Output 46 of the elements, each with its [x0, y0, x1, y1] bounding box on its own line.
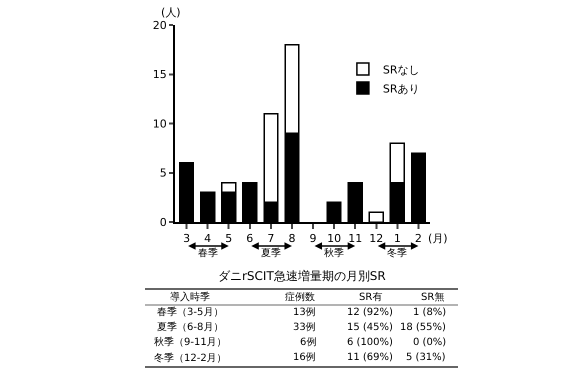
x-tick-label: 11	[348, 232, 362, 246]
text: 冬季	[387, 247, 407, 259]
x-tick-label: 12	[369, 232, 384, 246]
text: ダニrSCIT急速増量期の月別SR	[218, 269, 386, 283]
text: 夏季（6-8月）	[157, 321, 224, 333]
text: 13例	[293, 307, 316, 318]
y-axis-title: (人)	[161, 6, 181, 19]
text: 秋季	[324, 247, 344, 259]
x-tick-label: 9	[310, 232, 317, 246]
text: 1 (8%)	[413, 307, 446, 318]
text: 12 (92%)	[347, 307, 394, 318]
text: 春季	[198, 247, 218, 259]
text: 11 (69%)	[347, 352, 394, 363]
text: 33例	[293, 322, 316, 333]
y-tick-label: 5	[160, 166, 167, 180]
text: 冬季（12-2月）	[154, 352, 227, 364]
y-tick-label: 20	[152, 18, 167, 32]
x-tick-label: 7	[267, 232, 274, 246]
text: 導入時季	[170, 291, 210, 303]
x-tick-label: 10	[327, 232, 342, 246]
legend-label: SRなし	[382, 63, 420, 76]
text: 5 (31%)	[406, 352, 446, 363]
text: 18 (55%)	[400, 322, 446, 333]
text: 秋季（9-11月）	[154, 336, 227, 348]
text: SR無	[421, 291, 444, 303]
text: SR有	[359, 291, 382, 303]
legend-label: SRあり	[382, 82, 420, 96]
y-tick-label: 0	[160, 216, 167, 229]
text: 15 (45%)	[347, 322, 394, 333]
text: 6 (100%)	[347, 337, 394, 348]
x-tick-label: 2	[414, 232, 422, 246]
x-tick-label: 5	[225, 232, 232, 246]
x-tick-label: 4	[204, 232, 212, 246]
x-tick-label: 1	[394, 232, 401, 246]
text: 春季（3-5月）	[157, 306, 224, 318]
text: 6例	[300, 337, 316, 348]
x-axis-title: (月)	[428, 232, 448, 245]
x-tick-label: 3	[183, 232, 190, 246]
text: 16例	[293, 352, 316, 363]
x-tick-label: 6	[246, 232, 254, 246]
text: 0 (0%)	[413, 337, 446, 348]
text: 夏季	[261, 247, 281, 259]
y-tick-label: 15	[152, 68, 167, 82]
y-tick-label: 10	[152, 117, 167, 130]
x-tick-label: 8	[288, 232, 296, 246]
text: 症例数	[285, 291, 315, 303]
